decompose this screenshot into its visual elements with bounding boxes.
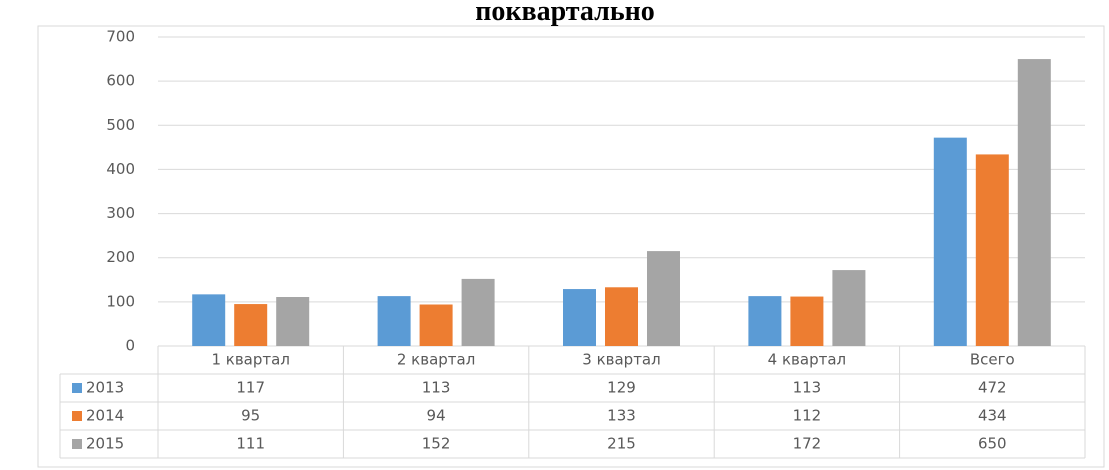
y-tick-label: 500 <box>106 116 135 134</box>
data-label: 95 <box>241 407 260 425</box>
legend-swatch <box>72 411 82 421</box>
y-tick-label: 400 <box>106 160 135 178</box>
x-tick-label: 1 квартал <box>211 351 289 369</box>
chart-border <box>37 25 1105 468</box>
y-tick-label: 0 <box>125 337 135 355</box>
data-label: 94 <box>427 407 446 425</box>
y-tick-label: 600 <box>106 72 135 90</box>
bar <box>790 296 824 346</box>
data-label: 650 <box>978 435 1007 453</box>
legend-label: 2013 <box>86 379 124 397</box>
bar <box>192 294 226 346</box>
data-label: 117 <box>236 379 265 397</box>
y-tick-label: 200 <box>106 248 135 266</box>
chart-title: поквартально <box>475 0 655 27</box>
data-label: 152 <box>422 435 451 453</box>
data-label: 111 <box>236 435 265 453</box>
y-tick-label: 300 <box>106 204 135 222</box>
data-label: 113 <box>793 379 822 397</box>
bar <box>933 137 967 346</box>
data-label: 172 <box>793 435 822 453</box>
legend-swatch <box>72 439 82 449</box>
data-label: 434 <box>978 407 1007 425</box>
x-tick-label: 3 квартал <box>582 351 660 369</box>
data-label: 215 <box>607 435 636 453</box>
bar <box>276 297 310 346</box>
data-label: 133 <box>607 407 636 425</box>
legend-label: 2015 <box>86 435 124 453</box>
data-label: 113 <box>422 379 451 397</box>
bar <box>748 296 782 346</box>
bar <box>563 289 596 346</box>
data-label: 129 <box>607 379 636 397</box>
x-tick-label: 2 квартал <box>397 351 475 369</box>
bar <box>419 304 453 346</box>
bar <box>975 154 1009 346</box>
bar <box>377 296 411 346</box>
data-label: 112 <box>793 407 822 425</box>
bar <box>234 304 268 346</box>
bar <box>605 287 638 346</box>
x-tick-label: 4 квартал <box>768 351 846 369</box>
legend-label: 2014 <box>86 407 124 425</box>
bar <box>1017 59 1051 346</box>
bar <box>647 251 680 346</box>
y-tick-label: 100 <box>106 292 135 310</box>
legend-swatch <box>72 383 82 393</box>
data-label: 472 <box>978 379 1007 397</box>
bar <box>832 270 866 346</box>
x-tick-label: Всего <box>970 351 1015 369</box>
bar <box>461 278 495 346</box>
y-tick-label: 700 <box>106 28 135 46</box>
